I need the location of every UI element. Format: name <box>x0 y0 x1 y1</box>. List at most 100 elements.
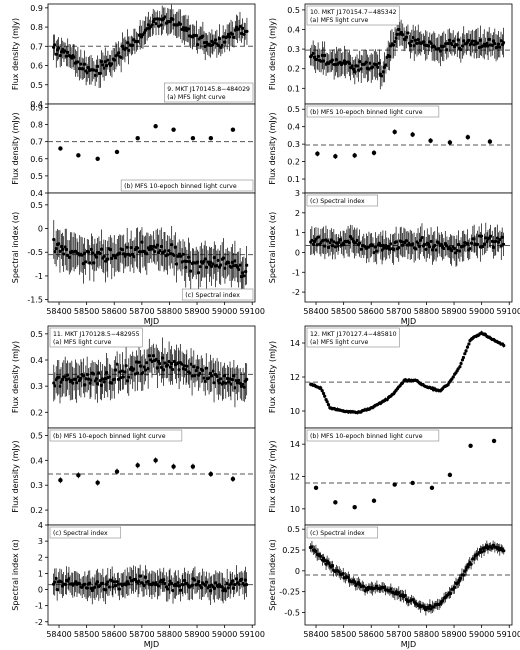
data-point <box>76 473 81 478</box>
data-point <box>376 65 380 70</box>
y-axis-label: Flux density (mJy) <box>268 18 277 90</box>
data-point <box>143 368 147 372</box>
data-point <box>198 265 202 269</box>
data-point <box>85 71 89 75</box>
data-point <box>76 375 80 379</box>
data-point <box>116 582 120 586</box>
panel-label-box <box>163 82 254 103</box>
data-point <box>89 378 93 382</box>
data-point <box>244 582 249 587</box>
data-point <box>389 587 393 591</box>
data-point <box>209 264 214 269</box>
data-point <box>352 153 357 158</box>
x-tick-label: 58400 <box>303 630 328 639</box>
data-point <box>225 376 229 381</box>
panel-label: 9. MKT J170145.8−484029 <box>167 86 250 93</box>
y-axis-label: Spectral index (α) <box>268 212 277 284</box>
data-point <box>346 575 350 580</box>
y-tick-label: -0.5 <box>27 248 43 257</box>
data-point <box>207 376 211 380</box>
chart-2-panel-b: 0.1 0.2 0.3 0.4 0.5 (b) MFS 10-epoch binned l… <box>268 103 513 196</box>
data-point <box>85 372 89 377</box>
data-point <box>443 242 447 246</box>
data-point <box>476 242 480 247</box>
panel-label-box <box>181 288 254 301</box>
panel-label: 12. MKT J170127.4−485810 <box>310 331 397 338</box>
data-point <box>120 247 124 252</box>
data-point <box>229 265 233 269</box>
y-tick-label: 3 <box>38 537 43 546</box>
data-point <box>163 361 167 365</box>
data-point <box>469 42 473 46</box>
data-point <box>135 463 140 468</box>
data-point <box>93 585 97 589</box>
y-axis-label: Flux density (mJy) <box>11 440 20 512</box>
y-tick-label: 12 <box>290 473 300 482</box>
data-point <box>136 39 140 44</box>
data-point <box>215 374 219 378</box>
y-tick-label: 0.5 <box>287 6 300 15</box>
data-point <box>404 35 409 39</box>
x-tick-label: 58400 <box>303 307 328 316</box>
data-point <box>78 582 82 586</box>
data-point <box>171 589 175 593</box>
data-point <box>142 584 146 588</box>
data-point <box>459 361 463 366</box>
data-point <box>135 136 140 141</box>
panel-label-box <box>49 327 143 348</box>
data-point <box>202 41 206 45</box>
x-axis-label: MJD <box>401 317 416 326</box>
data-point <box>133 372 137 376</box>
data-point <box>125 245 129 249</box>
panel-label-box <box>306 429 440 442</box>
data-point <box>226 586 230 590</box>
data-point <box>143 575 148 579</box>
data-point <box>391 43 396 47</box>
data-point <box>216 258 220 262</box>
data-point <box>310 545 314 549</box>
data-point <box>397 591 401 595</box>
plot-frame <box>304 103 513 194</box>
y-tick-label: 0.6 <box>30 62 43 71</box>
data-point <box>489 234 493 238</box>
data-point <box>194 368 198 373</box>
data-point <box>150 359 154 364</box>
data-point <box>487 37 491 42</box>
data-point <box>153 458 158 463</box>
data-point <box>127 375 131 379</box>
data-point <box>469 241 474 245</box>
data-point <box>95 156 100 161</box>
data-point <box>96 64 100 68</box>
data-point <box>106 257 110 261</box>
data-point <box>208 136 214 141</box>
data-points <box>52 564 249 605</box>
x-tick-label: 58800 <box>157 307 182 316</box>
x-tick-label: 58700 <box>386 630 411 639</box>
data-point <box>420 236 424 240</box>
y-axis-label: Spectral index (α) <box>268 539 277 611</box>
data-point <box>491 438 497 444</box>
data-point <box>319 554 323 558</box>
data-point <box>221 380 225 385</box>
y-axis-label: Flux density (mJy) <box>11 18 20 90</box>
data-point <box>210 374 214 378</box>
data-point <box>158 248 162 253</box>
plot-frame <box>47 103 256 194</box>
y-tick-label: 0.4 <box>30 456 43 465</box>
data-point <box>232 264 236 268</box>
panel-label-box <box>49 429 183 442</box>
data-point <box>427 245 432 249</box>
data-point <box>153 249 157 254</box>
data-point <box>410 39 414 43</box>
data-point <box>467 342 471 346</box>
y-axis-label: Flux density (mJy) <box>11 341 20 413</box>
data-point <box>114 256 118 260</box>
data-point <box>53 384 57 388</box>
data-point <box>113 368 118 372</box>
data-point <box>99 247 104 251</box>
panel-label-box <box>306 526 379 539</box>
y-tick-label: -2 <box>35 618 43 627</box>
data-point <box>119 375 123 380</box>
data-point <box>482 242 486 246</box>
data-point <box>347 240 351 245</box>
